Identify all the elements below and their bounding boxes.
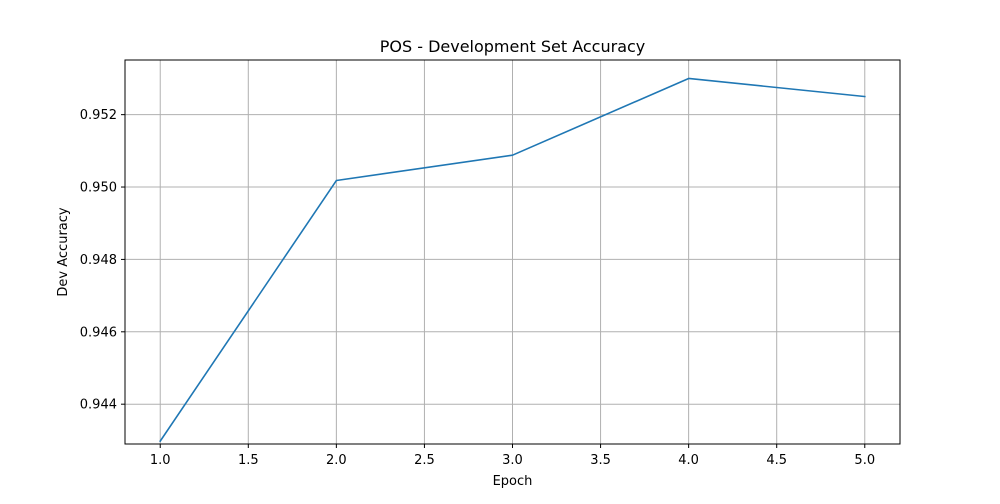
y-axis-label: Dev Accuracy [56, 207, 71, 296]
y-tick-label: 0.952 [80, 108, 117, 123]
x-tick-label: 3.5 [590, 453, 611, 468]
x-tick-label: 2.5 [414, 453, 435, 468]
x-axis-ticks: 1.0 1.5 2.0 2.5 3.0 3.5 4.0 4.5 5.0 [150, 444, 875, 468]
x-tick-label: 2.0 [326, 453, 347, 468]
x-tick-label: 4.0 [678, 453, 699, 468]
x-tick-label: 1.5 [238, 453, 259, 468]
chart-title: POS - Development Set Accuracy [380, 37, 646, 56]
y-tick-label: 0.950 [80, 181, 117, 196]
x-tick-label: 3.0 [502, 453, 523, 468]
y-tick-label: 0.944 [80, 398, 117, 413]
x-tick-label: 1.0 [150, 453, 171, 468]
grid [125, 60, 900, 444]
y-tick-label: 0.946 [80, 325, 117, 340]
x-axis-label: Epoch [493, 474, 533, 489]
y-tick-label: 0.948 [80, 253, 117, 268]
x-tick-label: 5.0 [854, 453, 875, 468]
y-axis-ticks: 0.944 0.946 0.948 0.950 0.952 [80, 108, 125, 413]
x-tick-label: 4.5 [766, 453, 787, 468]
